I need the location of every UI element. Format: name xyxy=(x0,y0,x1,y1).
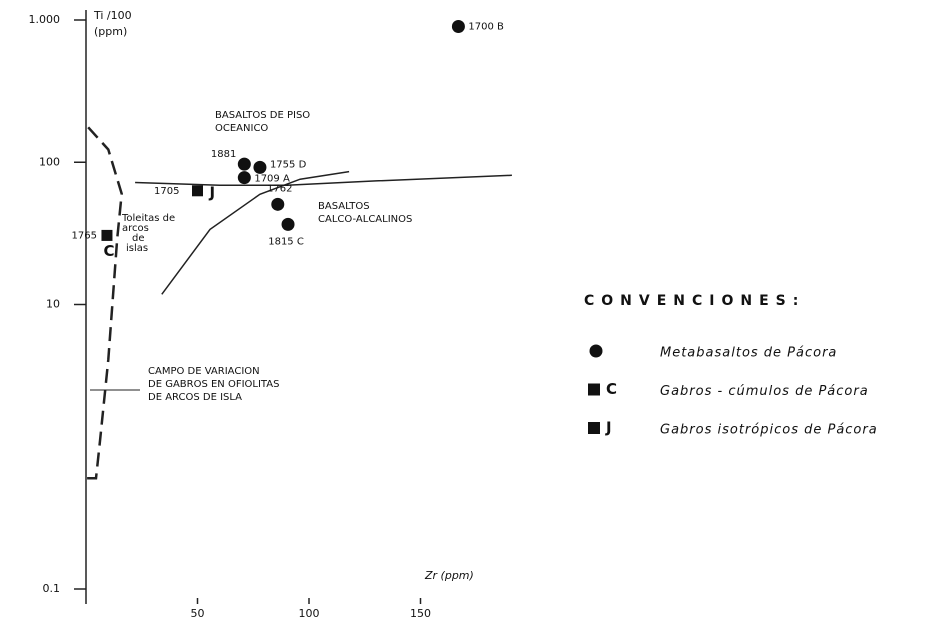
legend-text: Metabasaltos de Pácora xyxy=(660,346,837,361)
boundary-curve xyxy=(87,126,123,480)
boundary-curve xyxy=(161,170,350,295)
data-point xyxy=(192,185,203,197)
data-point xyxy=(237,157,251,171)
region-label: de xyxy=(132,233,145,244)
data-point xyxy=(237,171,251,185)
legend-letter: J xyxy=(605,419,612,437)
region-label: arcos xyxy=(122,223,149,234)
y-axis-label: (ppm) xyxy=(94,25,127,38)
point-label: 1755 D xyxy=(270,159,307,170)
region-label: DE GABROS EN OFIOLITAS xyxy=(148,379,279,390)
x-axis-label: Zr (ppm) xyxy=(424,569,474,582)
region-label: BASALTOS xyxy=(318,201,370,212)
region-label: CALCO-ALCALINOS xyxy=(318,214,412,225)
data-point xyxy=(271,197,285,211)
y-tick-label: 100 xyxy=(39,155,60,168)
y-axis-label: Ti /100 xyxy=(93,9,132,22)
data-point xyxy=(101,229,113,241)
x-tick-label: 100 xyxy=(299,607,320,620)
region-label: BASALTOS DE PISO xyxy=(215,110,310,121)
legend-title: CONVENCIONES: xyxy=(584,293,805,309)
marker-letter: J xyxy=(209,183,216,201)
legend-letter: C xyxy=(606,380,617,398)
y-tick-label: 0.1 xyxy=(43,582,61,595)
point-label: 1705 xyxy=(154,186,179,197)
region-label: islas xyxy=(126,243,148,254)
marker-letter: C xyxy=(103,242,114,260)
data-point xyxy=(451,20,465,34)
point-label: 1765 xyxy=(72,230,97,241)
region-label: CAMPO DE VARIACION xyxy=(148,366,260,377)
y-tick-label: 1.000 xyxy=(29,13,61,26)
point-label: 1815 C xyxy=(268,236,304,247)
point-label: 1881 xyxy=(211,149,236,160)
legend-marker xyxy=(588,422,600,434)
point-label: 1700 B xyxy=(468,22,504,33)
point-label: 1762 xyxy=(267,183,292,194)
legend-marker xyxy=(588,383,600,396)
data-point xyxy=(253,160,267,174)
x-tick-label: 150 xyxy=(410,607,431,620)
region-label: OCEANICO xyxy=(215,123,268,134)
x-tick-label: 50 xyxy=(191,607,205,620)
legend-text: Gabros - cúmulos de Pácora xyxy=(660,384,869,399)
legend-marker xyxy=(589,344,603,358)
y-tick-label: 10 xyxy=(46,298,60,311)
region-label: DE ARCOS DE ISLA xyxy=(148,392,242,403)
boundary-curve xyxy=(135,174,512,186)
data-point xyxy=(281,217,295,231)
legend-text: Gabros isotrópicos de Pácora xyxy=(660,423,878,438)
region-label: Toleitas de xyxy=(121,213,175,224)
point-label: 1709 A xyxy=(254,174,290,185)
